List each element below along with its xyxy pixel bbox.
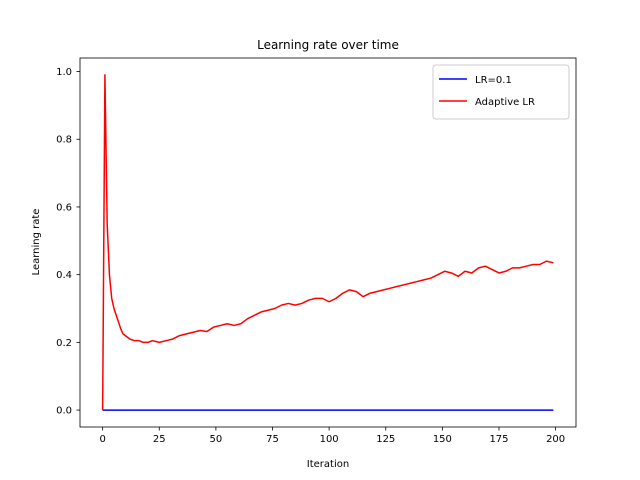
x-tick-label: 100 xyxy=(320,434,339,445)
y-tick-label: 1.0 xyxy=(56,67,72,78)
y-axis-label: Learning rate xyxy=(31,209,42,276)
y-tick-label: 0.8 xyxy=(56,135,72,146)
x-tick-label: 200 xyxy=(546,434,565,445)
y-tick-label: 0.4 xyxy=(56,270,72,281)
y-axis-ticks: 0.0 0.2 0.4 0.6 0.8 1.0 xyxy=(56,67,80,417)
legend: LR=0.1 Adaptive LR xyxy=(432,64,570,120)
x-axis-label: Iteration xyxy=(307,459,349,470)
legend-box xyxy=(432,64,570,120)
legend-label-1: LR=0.1 xyxy=(475,75,512,86)
axes-frame xyxy=(79,57,577,428)
x-tick-label: 175 xyxy=(489,434,508,445)
plot-area xyxy=(79,57,577,428)
legend-label-2: Adaptive LR xyxy=(475,97,535,108)
x-tick-label: 25 xyxy=(153,434,166,445)
x-tick-label: 125 xyxy=(376,434,395,445)
x-axis-ticks: 0 25 50 75 100 125 150 175 200 xyxy=(99,427,565,445)
x-tick-label: 50 xyxy=(210,434,223,445)
x-tick-label: 150 xyxy=(433,434,452,445)
y-tick-label: 0.6 xyxy=(56,202,72,213)
y-tick-label: 0.2 xyxy=(56,338,72,349)
chart-title: Learning rate over time xyxy=(257,38,399,52)
series-line-2 xyxy=(101,74,554,411)
series-layer xyxy=(101,74,554,411)
x-tick-label: 75 xyxy=(266,434,279,445)
y-tick-label: 0.0 xyxy=(56,406,72,417)
x-tick-label: 0 xyxy=(99,434,105,445)
